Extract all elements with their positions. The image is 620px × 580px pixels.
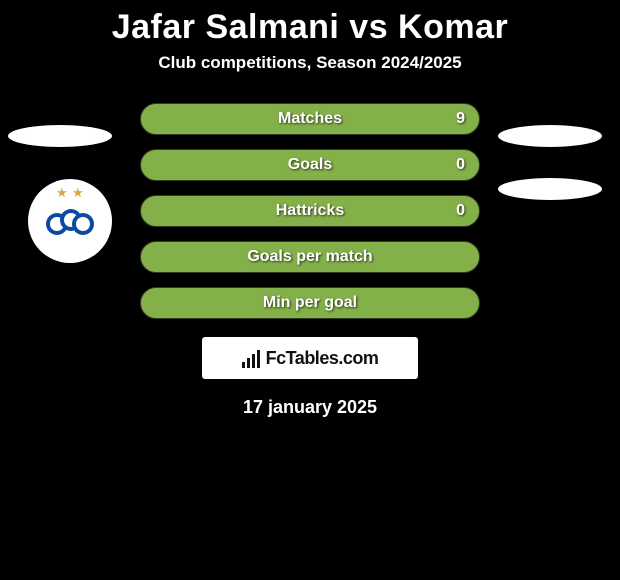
page-title: Jafar Salmani vs Komar <box>0 0 620 53</box>
stat-right-value: 0 <box>456 202 465 220</box>
stat-row-matches: Matches 9 <box>140 103 480 135</box>
stat-row-goals-per-match: Goals per match <box>140 241 480 273</box>
subtitle: Club competitions, Season 2024/2025 <box>0 53 620 73</box>
branding-badge: FcTables.com <box>202 337 418 379</box>
bar-chart-icon <box>242 348 260 368</box>
right-club-placeholder <box>498 178 602 200</box>
stat-row-hattricks: Hattricks 0 <box>140 195 480 227</box>
stat-label: Goals <box>288 156 332 174</box>
right-player-placeholder <box>498 125 602 147</box>
branding-text: FcTables.com <box>266 348 379 369</box>
stat-label: Min per goal <box>263 294 357 312</box>
left-player-placeholder <box>8 125 112 147</box>
stat-right-value: 0 <box>456 156 465 174</box>
ring-icon <box>72 213 94 235</box>
stat-right-value: 9 <box>456 110 465 128</box>
stat-row-goals: Goals 0 <box>140 149 480 181</box>
left-club-badge: ★ ★ <box>28 179 112 263</box>
star-icon: ★ <box>72 185 84 201</box>
stat-label: Goals per match <box>247 248 372 266</box>
stat-label: Hattricks <box>276 202 344 220</box>
stat-row-min-per-goal: Min per goal <box>140 287 480 319</box>
date-text: 17 january 2025 <box>0 397 620 418</box>
star-icon: ★ <box>56 185 68 201</box>
stat-label: Matches <box>278 110 342 128</box>
